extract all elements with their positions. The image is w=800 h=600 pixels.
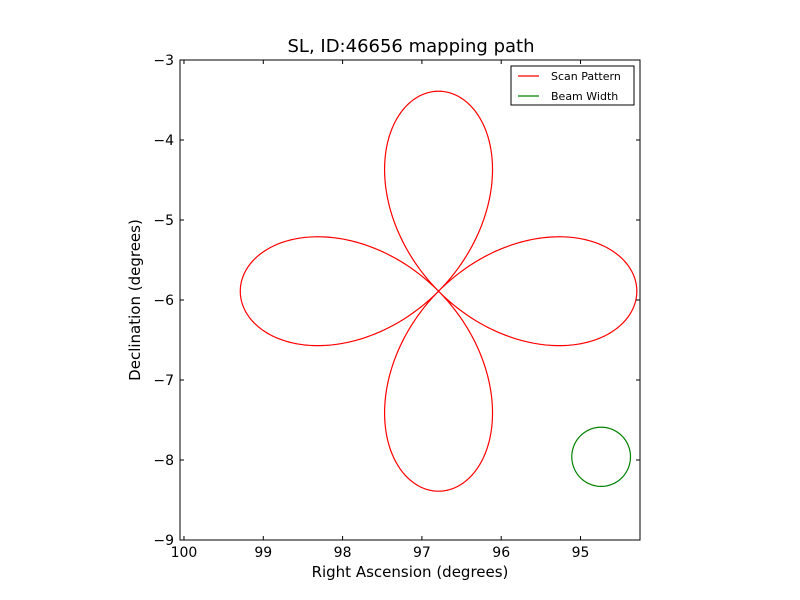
series-layer [239, 90, 638, 492]
y-tick-label: −7 [153, 373, 174, 389]
legend: Scan Pattern Beam Width [510, 65, 635, 106]
legend-label-beam-width: Beam Width [551, 90, 618, 103]
x-tick-label: 97 [413, 545, 431, 561]
y-tick-label: −9 [153, 533, 174, 549]
legend-label-scan-pattern: Scan Pattern [551, 70, 621, 83]
chart-title: SL, ID:46656 mapping path [287, 36, 534, 57]
y-tick-label: −3 [153, 53, 174, 69]
x-tick-label: 95 [572, 545, 590, 561]
y-tick-label: −8 [153, 453, 174, 469]
legend-box [510, 65, 635, 106]
x-tick-label: 96 [492, 545, 510, 561]
y-tick-label: −4 [153, 133, 174, 149]
x-axis-label: Right Ascension (degrees) [312, 563, 509, 581]
x-tick-label: 99 [254, 545, 272, 561]
scan-pattern-line [239, 90, 638, 492]
y-axis-label: Declination (degrees) [126, 219, 144, 381]
ticks-layer: 100 99 98 97 96 95 −9 −8 −7 −6 −5 −4 −3 [153, 53, 640, 561]
x-tick-label: 100 [171, 545, 198, 561]
beam-width-circle [571, 426, 632, 488]
x-tick-label: 98 [334, 545, 352, 561]
y-tick-label: −6 [153, 293, 174, 309]
plot-area: 100 99 98 97 96 95 −9 −8 −7 −6 −5 −4 −3 [153, 53, 641, 561]
y-tick-label: −5 [153, 213, 174, 229]
